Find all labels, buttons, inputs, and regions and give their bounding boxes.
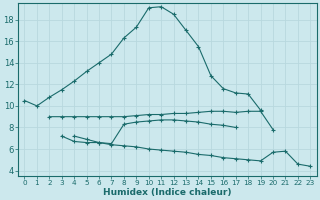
X-axis label: Humidex (Indice chaleur): Humidex (Indice chaleur) [103,188,232,197]
